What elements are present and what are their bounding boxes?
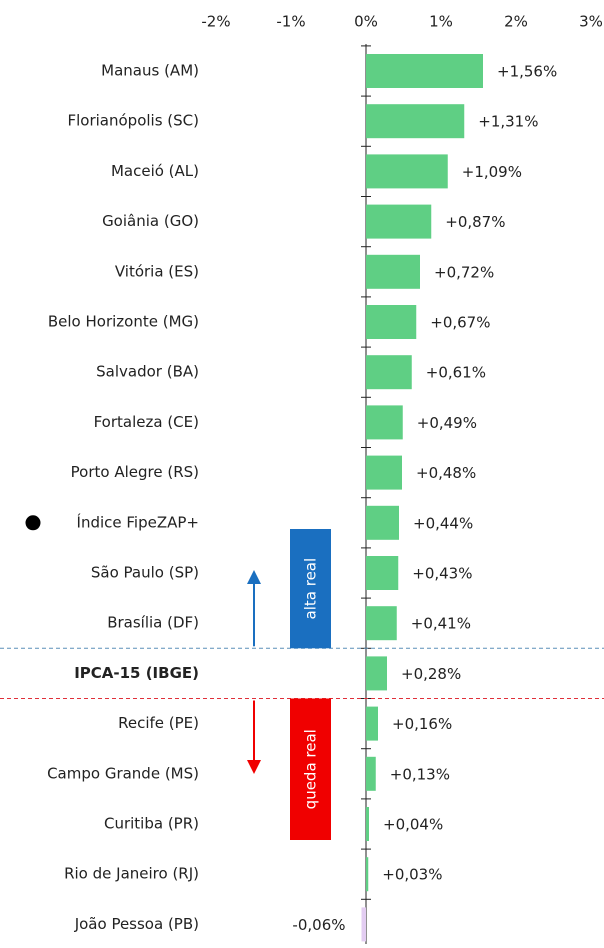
value-label: +0,49% [417, 414, 477, 432]
value-label: +0,48% [416, 464, 476, 482]
value-label: +1,09% [462, 163, 522, 181]
value-label: +0,41% [411, 615, 471, 633]
category-label: Brasília (DF) [107, 614, 199, 632]
value-label: +0,72% [434, 263, 494, 281]
category-label: IPCA-15 (IBGE) [74, 664, 199, 682]
bar [366, 254, 420, 289]
x-tick-label: 0% [354, 13, 378, 31]
value-label: +0,44% [413, 514, 473, 532]
value-label: +0,43% [412, 565, 472, 583]
category-label: Goiânia (GO) [102, 212, 199, 230]
arrow-head [247, 760, 261, 774]
category-label: Recife (PE) [118, 714, 199, 732]
bar [366, 104, 465, 139]
bar [366, 505, 399, 540]
annotation-box [290, 698, 331, 840]
category-label: Maceió (AL) [111, 162, 199, 180]
annotation-box [290, 529, 331, 649]
category-label: João Pessoa (PB) [74, 915, 199, 933]
value-label: +0,04% [383, 816, 443, 834]
bar [366, 756, 376, 791]
category-label: Manaus (AM) [101, 62, 199, 80]
bar [366, 857, 369, 892]
category-label: Rio de Janeiro (RJ) [64, 865, 199, 883]
bar [366, 204, 432, 239]
value-label: +0,13% [390, 765, 450, 783]
value-label: +0,03% [382, 866, 442, 884]
bar [366, 54, 483, 88]
bar [361, 907, 366, 942]
x-tick-label: -1% [276, 13, 305, 31]
bar [366, 355, 412, 390]
category-label: Campo Grande (MS) [47, 764, 199, 782]
legend-marker [25, 515, 41, 531]
category-label: Salvador (BA) [96, 363, 199, 381]
x-tick-label: -2% [201, 13, 230, 31]
category-label: São Paulo (SP) [91, 564, 199, 582]
value-label: +0,87% [445, 213, 505, 231]
x-tick-label: 1% [429, 13, 453, 31]
category-label: Vitória (ES) [115, 262, 199, 280]
value-label: +1,31% [478, 113, 538, 131]
annotation-text: queda real [302, 729, 320, 809]
x-tick-label: 2% [504, 13, 528, 31]
value-label: +0,16% [392, 715, 452, 733]
value-label: +0,67% [430, 314, 490, 332]
value-label: +1,56% [497, 63, 557, 81]
x-tick-label: 3% [579, 13, 603, 31]
bar [366, 305, 417, 339]
bar [366, 807, 369, 841]
category-label: Índice FipeZAP+ [77, 512, 199, 531]
bar [366, 556, 399, 590]
value-label: +0,28% [401, 665, 461, 683]
bar [366, 606, 397, 641]
category-label: Curitiba (PR) [104, 815, 199, 833]
arrow-head [247, 570, 261, 584]
bar [366, 455, 402, 490]
bar [366, 706, 378, 741]
value-label: -0,06% [292, 916, 345, 934]
bar [366, 656, 387, 691]
bar [366, 154, 448, 189]
category-label: Porto Alegre (RS) [71, 463, 199, 481]
category-label: Belo Horizonte (MG) [48, 313, 199, 331]
value-label: +0,61% [426, 364, 486, 382]
bar [366, 405, 403, 440]
category-label: Florianópolis (SC) [68, 112, 200, 130]
annotation-text: alta real [302, 558, 320, 620]
category-label: Fortaleza (CE) [94, 413, 199, 431]
